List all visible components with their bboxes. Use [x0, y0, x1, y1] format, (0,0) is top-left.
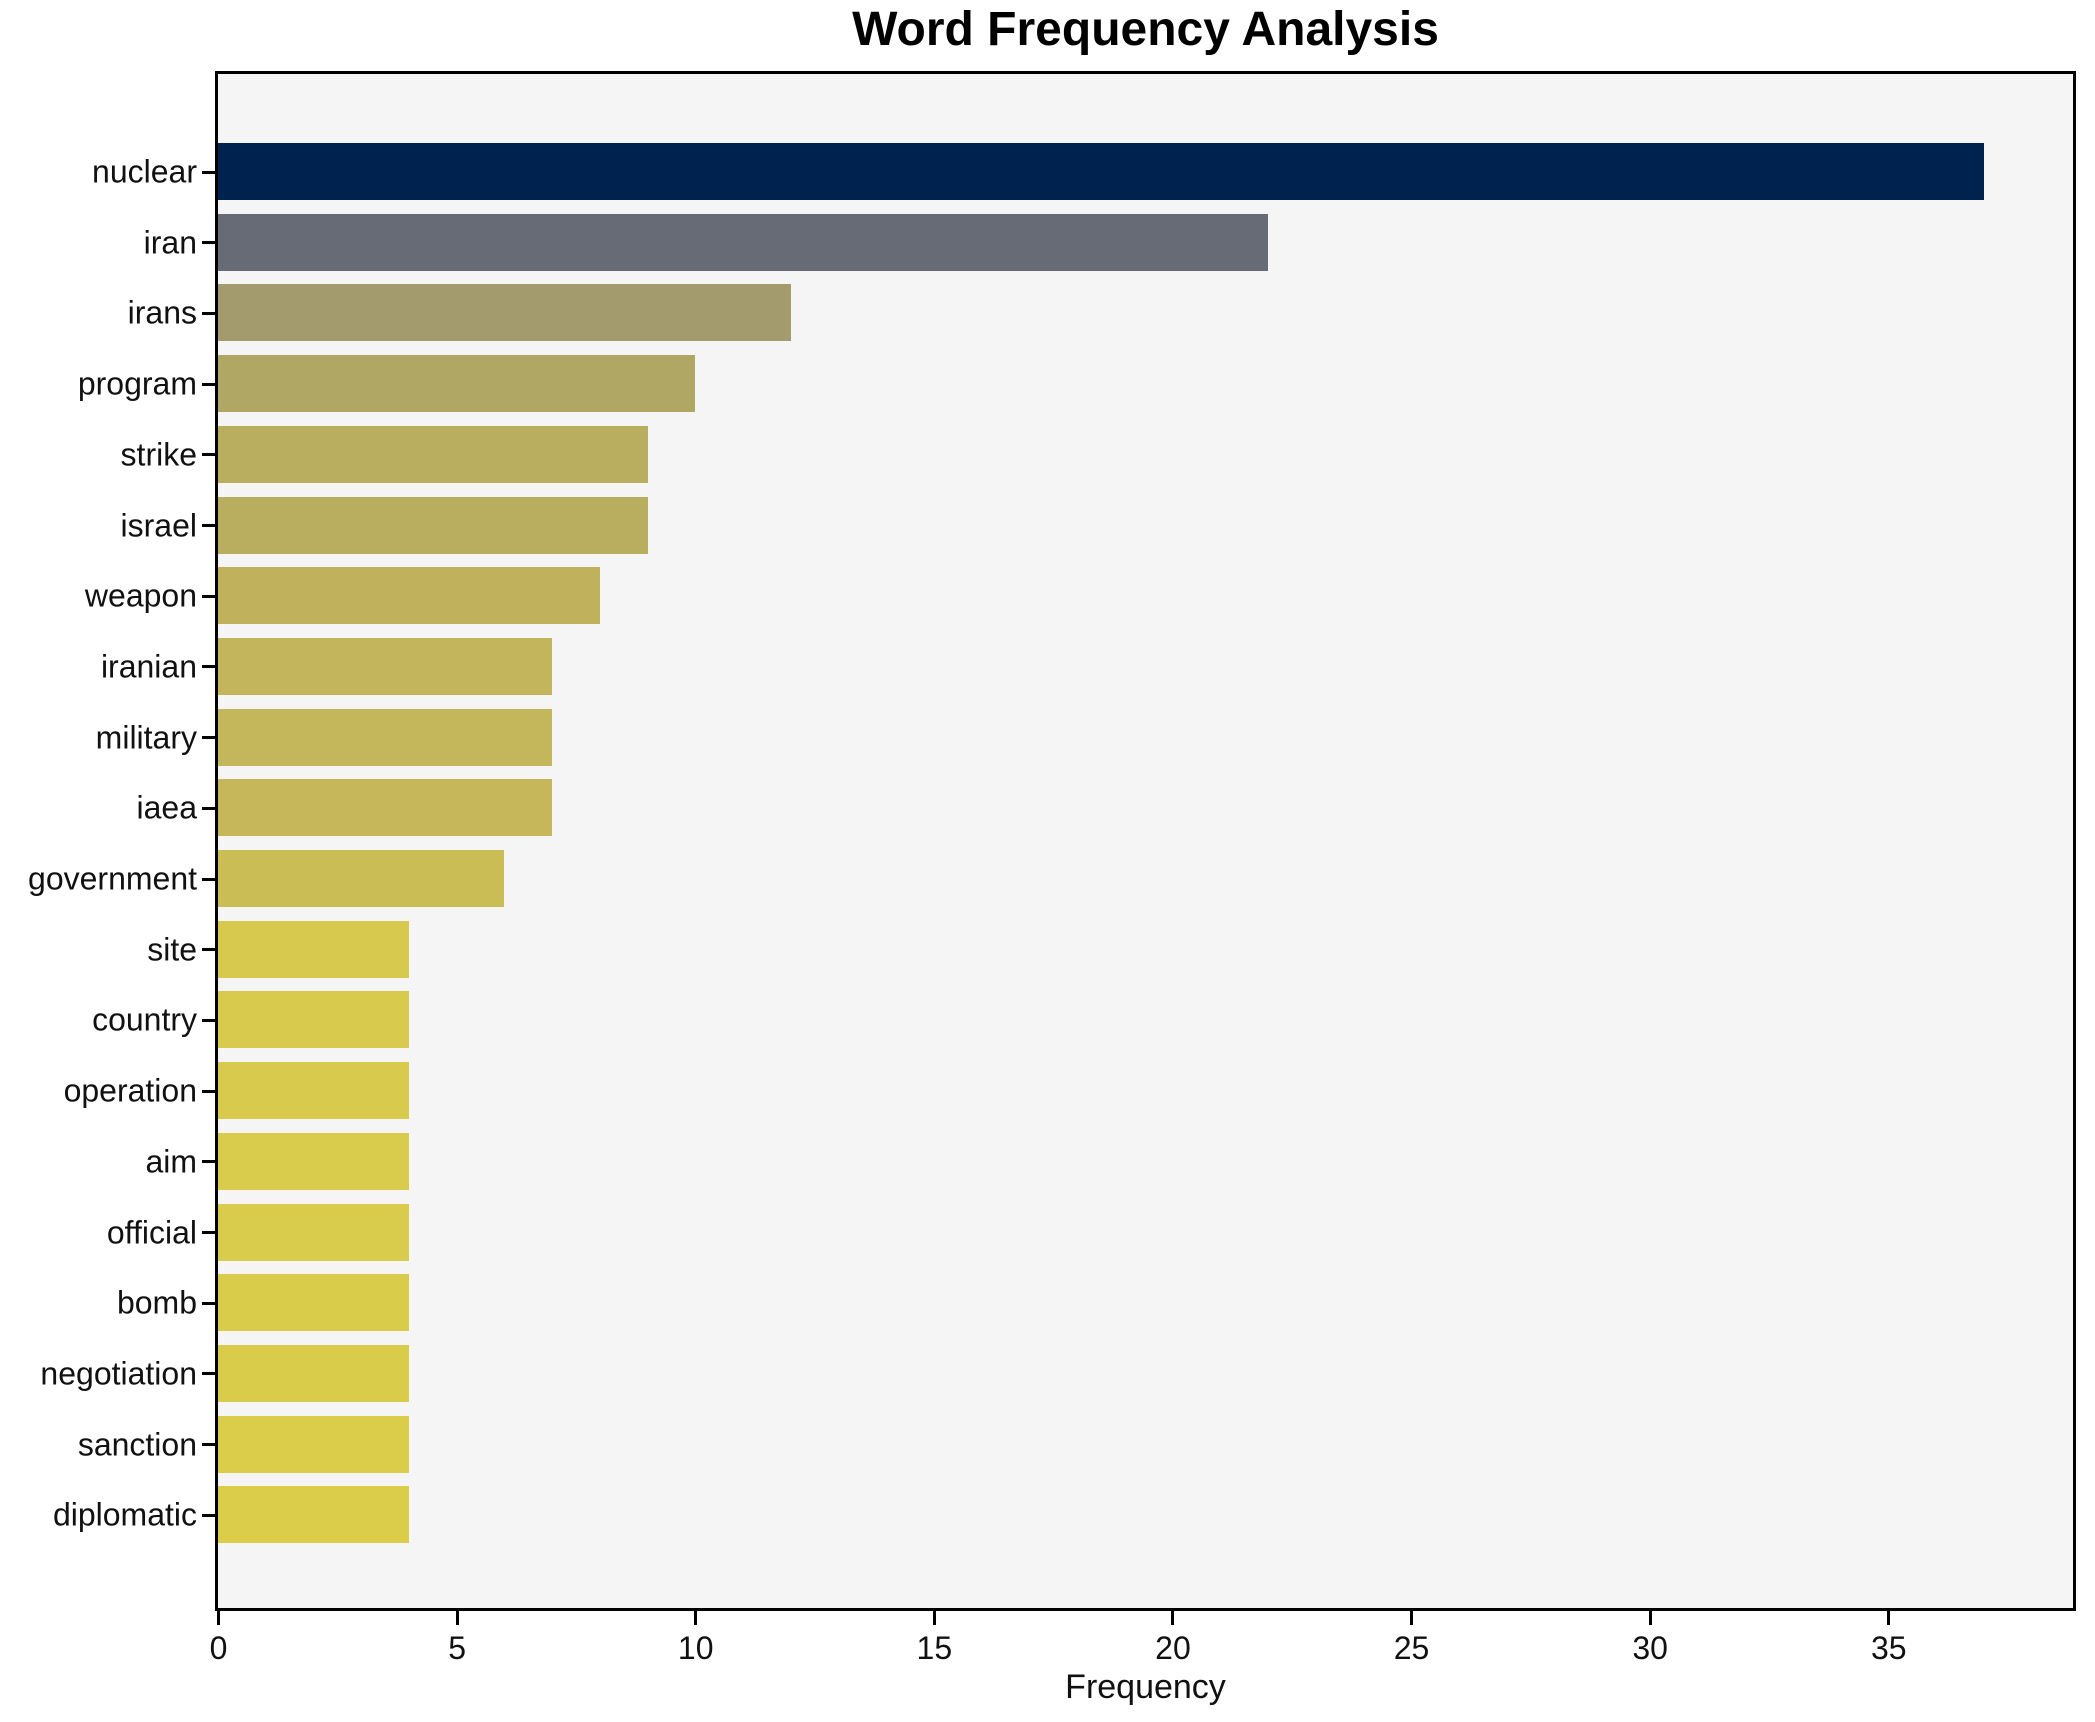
- y-tick-label-military: military: [95, 719, 197, 756]
- x-tick-label-15: 15: [916, 1630, 953, 1666]
- y-tick-label-israel: israel: [120, 507, 197, 543]
- bar-country: [218, 991, 409, 1049]
- y-tick-mark: [202, 311, 215, 315]
- y-tick-label-operation: operation: [63, 1072, 197, 1109]
- x-tick-mark: [1887, 1611, 1891, 1625]
- y-tick-mark: [202, 453, 215, 457]
- y-tick-label-site: site: [147, 931, 197, 968]
- y-tick-label-negotiation: negotiation: [40, 1355, 197, 1392]
- bar-site: [218, 920, 409, 978]
- y-tick-label-strike: strike: [120, 436, 197, 473]
- x-tick-mark: [217, 1611, 220, 1625]
- y-tick-mark: [202, 1018, 215, 1022]
- y-tick-label-weapon: weapon: [84, 577, 197, 614]
- y-tick-label-irans: irans: [127, 294, 197, 331]
- y-tick-mark: [202, 1301, 215, 1305]
- bar-iaea: [218, 779, 553, 837]
- x-tick-label-0: 0: [209, 1630, 228, 1666]
- bar-sanction: [218, 1415, 409, 1473]
- plot-area: [215, 71, 2076, 1611]
- bar-nuclear: [218, 143, 1984, 200]
- bar-negotiation: [218, 1344, 409, 1402]
- bar-operation: [218, 1062, 409, 1120]
- x-tick-label-20: 20: [1155, 1630, 1191, 1666]
- bar-israel: [218, 496, 648, 554]
- y-tick-mark: [202, 1160, 215, 1164]
- y-tick-label-nuclear: nuclear: [92, 153, 197, 190]
- y-tick-mark: [202, 382, 215, 386]
- y-tick-mark: [202, 594, 215, 598]
- y-tick-label-country: country: [92, 1001, 197, 1038]
- y-tick-label-sanction: sanction: [77, 1426, 197, 1463]
- y-tick-mark: [202, 241, 215, 245]
- y-tick-mark: [202, 170, 215, 174]
- y-tick-mark: [202, 806, 215, 810]
- x-tick-label-5: 5: [448, 1630, 467, 1666]
- y-tick-label-government: government: [28, 860, 197, 897]
- y-tick-label-iaea: iaea: [136, 789, 198, 826]
- x-tick-label-30: 30: [1632, 1630, 1668, 1666]
- y-tick-mark: [202, 1372, 215, 1376]
- x-axis-title: Frequency: [1065, 1668, 1226, 1706]
- y-tick-mark: [202, 665, 215, 669]
- y-tick-mark: [202, 1443, 215, 1447]
- bar-iranian: [218, 637, 553, 695]
- y-tick-label-official: official: [106, 1214, 197, 1250]
- y-tick-label-iranian: iranian: [100, 648, 197, 685]
- y-tick-label-iran: iran: [143, 224, 197, 261]
- bar-military: [218, 708, 553, 766]
- y-tick-mark: [202, 948, 215, 952]
- bar-strike: [218, 425, 648, 483]
- y-tick-label-program: program: [77, 365, 197, 402]
- bar-government: [218, 850, 505, 907]
- bar-bomb: [218, 1274, 409, 1332]
- bar-iran: [218, 213, 1268, 271]
- y-tick-mark: [202, 877, 215, 881]
- x-tick-mark: [932, 1611, 936, 1625]
- x-tick-label-25: 25: [1393, 1630, 1430, 1666]
- x-tick-mark: [455, 1611, 459, 1625]
- bar-program: [218, 355, 696, 413]
- y-tick-label-aim: aim: [145, 1143, 197, 1180]
- x-tick-mark: [1171, 1611, 1175, 1625]
- y-tick-label-diplomatic: diplomatic: [52, 1496, 197, 1533]
- bar-diplomatic: [218, 1486, 409, 1544]
- x-tick-mark: [694, 1611, 698, 1625]
- y-tick-mark: [202, 1231, 215, 1234]
- x-tick-label-35: 35: [1870, 1630, 1907, 1666]
- y-tick-mark: [202, 524, 215, 527]
- y-tick-label-bomb: bomb: [116, 1284, 197, 1321]
- x-tick-label-10: 10: [677, 1630, 714, 1666]
- bar-aim: [218, 1132, 409, 1190]
- y-tick-mark: [202, 1513, 215, 1517]
- y-tick-mark: [202, 736, 215, 740]
- bar-weapon: [218, 567, 600, 625]
- y-tick-mark: [202, 1089, 215, 1093]
- chart-title: Word Frequency Analysis: [852, 3, 1439, 56]
- x-tick-mark: [1648, 1611, 1652, 1625]
- bar-irans: [218, 284, 791, 342]
- x-tick-mark: [1410, 1611, 1414, 1625]
- bar-official: [218, 1203, 409, 1261]
